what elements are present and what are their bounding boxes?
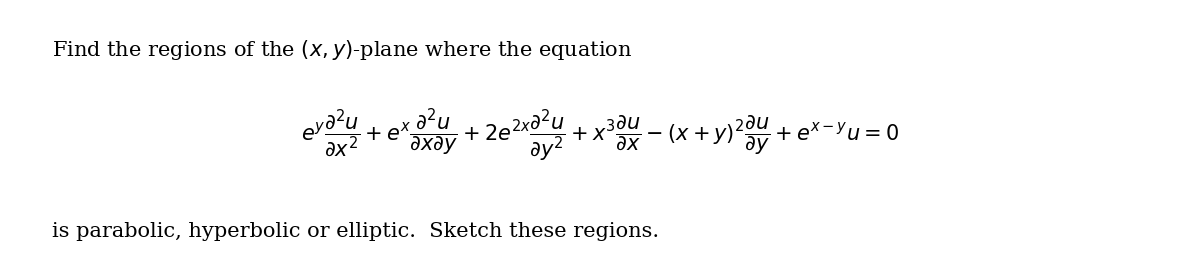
Text: is parabolic, hyperbolic or elliptic.  Sketch these regions.: is parabolic, hyperbolic or elliptic. Sk…	[52, 222, 659, 241]
Text: $e^y \dfrac{\partial^2 u}{\partial x^2} + e^x \dfrac{\partial^2 u}{\partial x \p: $e^y \dfrac{\partial^2 u}{\partial x^2} …	[301, 107, 899, 164]
Text: Find the regions of the $(x, y)$-plane where the equation: Find the regions of the $(x, y)$-plane w…	[52, 38, 632, 62]
